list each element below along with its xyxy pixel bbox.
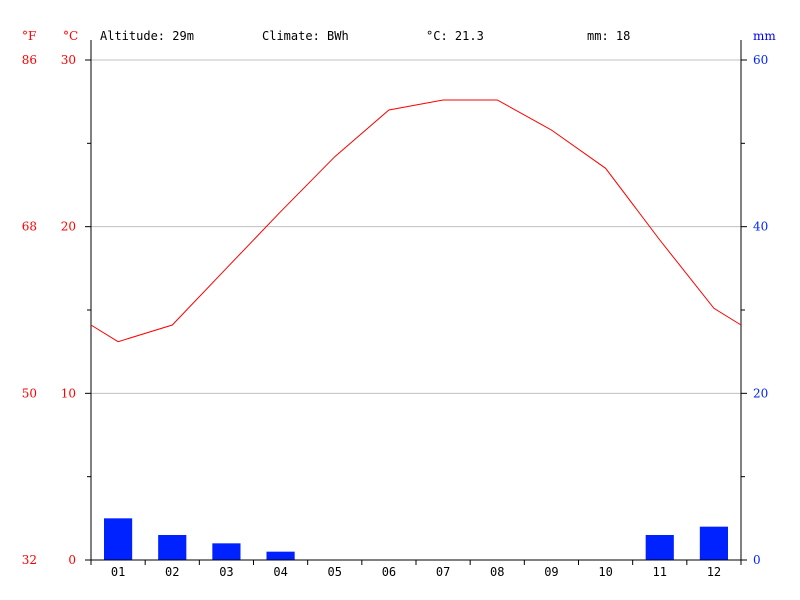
celsius-tick-label: 0 — [68, 553, 76, 567]
month-label: 05 — [328, 565, 342, 579]
fahrenheit-tick-label: 86 — [22, 53, 37, 67]
mm-tick-label: 0 — [753, 553, 761, 567]
climate-label: Climate: BWh — [262, 29, 349, 43]
precipitation-bar — [699, 526, 728, 560]
mm-unit-label: mm — [753, 29, 776, 43]
temperature-line — [90, 99, 742, 343]
month-label: 10 — [598, 565, 612, 579]
tick-labels: 0 10 20 30 32 50 68 86 0 20 40 60 01 02 03 04 05 06 07 08 09… — [22, 53, 769, 579]
fahrenheit-tick-label: 68 — [22, 220, 37, 234]
precipitation-bars — [104, 518, 728, 560]
precipitation-bar — [266, 551, 295, 560]
precipitation-bar — [104, 518, 133, 560]
celsius-unit-label: °C — [63, 29, 78, 43]
celsius-tick-label: 10 — [61, 386, 76, 400]
precipitation-bar — [645, 535, 674, 560]
month-label: 06 — [382, 565, 396, 579]
temperature-line-group — [90, 99, 742, 343]
precipitation-bar — [212, 543, 241, 560]
fahrenheit-unit-label: °F — [22, 29, 36, 43]
celsius-tick-label: 20 — [61, 220, 76, 234]
month-label: 04 — [273, 565, 287, 579]
month-label: 01 — [111, 565, 125, 579]
month-label: 08 — [490, 565, 504, 579]
fahrenheit-tick-label: 32 — [22, 553, 37, 567]
month-label: 11 — [653, 565, 667, 579]
grid-lines — [91, 59, 741, 394]
fahrenheit-tick-label: 50 — [22, 386, 37, 400]
mm-tick-label: 60 — [753, 53, 768, 67]
month-label: 03 — [219, 565, 233, 579]
month-label: 02 — [165, 565, 179, 579]
altitude-label: Altitude: 29m — [100, 29, 194, 43]
axes — [85, 40, 747, 565]
month-label: 07 — [436, 565, 450, 579]
celsius-tick-label: 30 — [61, 53, 76, 67]
month-label: 12 — [707, 565, 721, 579]
mm-tick-label: 20 — [753, 386, 768, 400]
precipitation-bar — [158, 535, 187, 560]
mm-tick-label: 40 — [753, 220, 768, 234]
month-label: 09 — [544, 565, 558, 579]
mean-temperature-label: °C: 21.3 — [426, 29, 484, 43]
total-precipitation-label: mm: 18 — [587, 29, 630, 43]
